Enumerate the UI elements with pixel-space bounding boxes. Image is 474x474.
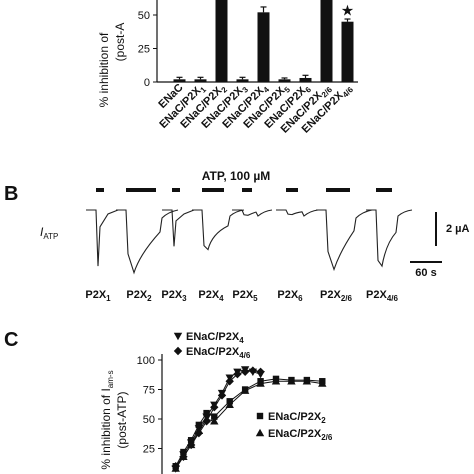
panel-a-bars: 02550ENaCENaC/P2X1ENaC/P2X2ENaC/P2X3ENaC… [138, 0, 358, 136]
current-trace [316, 209, 373, 272]
panel-a-ylabel-line2: (post-A [113, 23, 127, 62]
current-trace [116, 209, 179, 275]
stimulus-label: ATP, 100 µM [202, 169, 271, 183]
scale-time-label: 60 s [415, 267, 436, 279]
recording-label: P2X4/6 [366, 289, 398, 303]
recording-label: P2X1 [85, 289, 111, 303]
data-point-triangle-up [240, 386, 250, 394]
data-point-square [187, 437, 195, 444]
panel-b-recordings: P2X1 P2X2 P2X3 P2X4 P2X5 P2X6 P2X2/6 P2X4/6 [85, 188, 413, 303]
data-point-diamond [173, 346, 183, 356]
atp-application-bar [172, 188, 180, 192]
panel-a-bar [194, 79, 207, 82]
atp-application-bar [126, 188, 156, 192]
recording-label: P2X3 [161, 289, 187, 303]
data-point-triangle-up [202, 414, 211, 423]
atp-application-bar [242, 188, 252, 192]
data-point-triangle-up [179, 452, 188, 460]
data-point-diamond [248, 366, 258, 375]
significance-star: ★ [341, 3, 354, 20]
panel-b-traces: B ATP, 100 µM IATP P2X1 P2X2 P2X3 P2X4 P2X5 P… [4, 169, 470, 303]
panel-a-bar [299, 77, 312, 82]
panel-a-bar-chart: % inhibition of (post-A 02550ENaCENaC/P2… [97, 0, 358, 136]
recording-label: P2X4 [198, 289, 224, 303]
panel-c-label: C [4, 329, 18, 351]
series-fit-line [175, 368, 261, 469]
data-point-square [203, 409, 210, 417]
current-trace [162, 209, 195, 247]
data-point-square [195, 421, 203, 429]
panel-a-bar [278, 79, 291, 82]
panel-b-label: B [4, 183, 18, 205]
data-point-square [256, 412, 264, 420]
panel-c-y-tick-label: 75 [143, 385, 155, 397]
current-trace [276, 209, 319, 217]
data-point-square [180, 448, 187, 456]
atp-application-bar [202, 188, 224, 192]
legend-entry: ENaC/P2X4/6 [186, 346, 251, 360]
panel-a-bar [236, 79, 249, 82]
data-point-triangle-up [210, 417, 219, 425]
data-point-triangle-down [173, 332, 183, 341]
trace-label: IATP [40, 225, 58, 241]
data-point-square [211, 413, 218, 420]
atp-application-bar [286, 188, 298, 192]
panel-a-bar [320, 0, 333, 82]
current-trace [232, 209, 273, 217]
panel-c-y-tick-label: 25 [143, 444, 155, 456]
recording-label: P2X6 [277, 289, 303, 303]
legend-entry: ENaC/P2X2 [268, 411, 326, 425]
data-point-triangle-up [271, 377, 281, 385]
data-point-triangle-up [302, 377, 312, 385]
recording-label: P2X2 [126, 289, 152, 303]
data-point-triangle-up [194, 426, 204, 434]
data-point-diamond [240, 367, 250, 376]
data-point-triangle-up [318, 379, 327, 387]
panel-c-y-tick-label: 50 [143, 414, 155, 426]
recording-label: P2X2/6 [320, 289, 352, 303]
series-fit-line [175, 370, 261, 467]
data-point-diamond [217, 391, 227, 400]
data-point-triangle-up [255, 428, 265, 437]
panel-a-y-tick-label: 0 [144, 77, 150, 89]
panel-a-y-tick-label: 25 [138, 44, 150, 56]
panel-c-y-tick-label: 100 [137, 355, 155, 367]
panel-c-ylabel-line1: % inhibition of Iam-s [99, 370, 115, 469]
panel-a-bar [215, 0, 228, 82]
data-point-triangle-up [256, 379, 265, 387]
data-point-diamond [256, 367, 265, 376]
data-point-triangle-up [171, 464, 180, 472]
data-point-diamond [233, 369, 242, 379]
current-trace [192, 209, 245, 251]
atp-application-bar [326, 188, 350, 192]
recording-label: P2X5 [232, 289, 258, 303]
data-point-triangle-up [186, 440, 196, 449]
panel-c-scatter: C % inhibition of Iam-s (post-ATP) 25 50 7… [4, 329, 333, 474]
scale-current-label: 2 µA [446, 223, 470, 235]
panel-a-ylabel-line1: % inhibition of [97, 32, 111, 107]
data-point-diamond [210, 403, 219, 412]
data-point-triangle-up [225, 400, 234, 409]
legend-entry: ENaC/P2X2/6 [268, 428, 333, 442]
panel-a-bar [173, 79, 186, 82]
panel-c-ylabel-line2: (post-ATP) [115, 391, 129, 448]
atp-application-bar [376, 188, 392, 192]
atp-application-bar [96, 188, 104, 192]
panel-a-bar [257, 12, 270, 82]
data-point-triangle-up [287, 377, 296, 385]
current-trace [86, 209, 119, 267]
current-trace [366, 209, 413, 268]
legend-entry: ENaC/P2X4 [186, 331, 244, 345]
panel-a-bar [341, 21, 354, 82]
data-point-diamond [225, 377, 234, 386]
panel-a-y-tick-label: 50 [138, 10, 150, 22]
